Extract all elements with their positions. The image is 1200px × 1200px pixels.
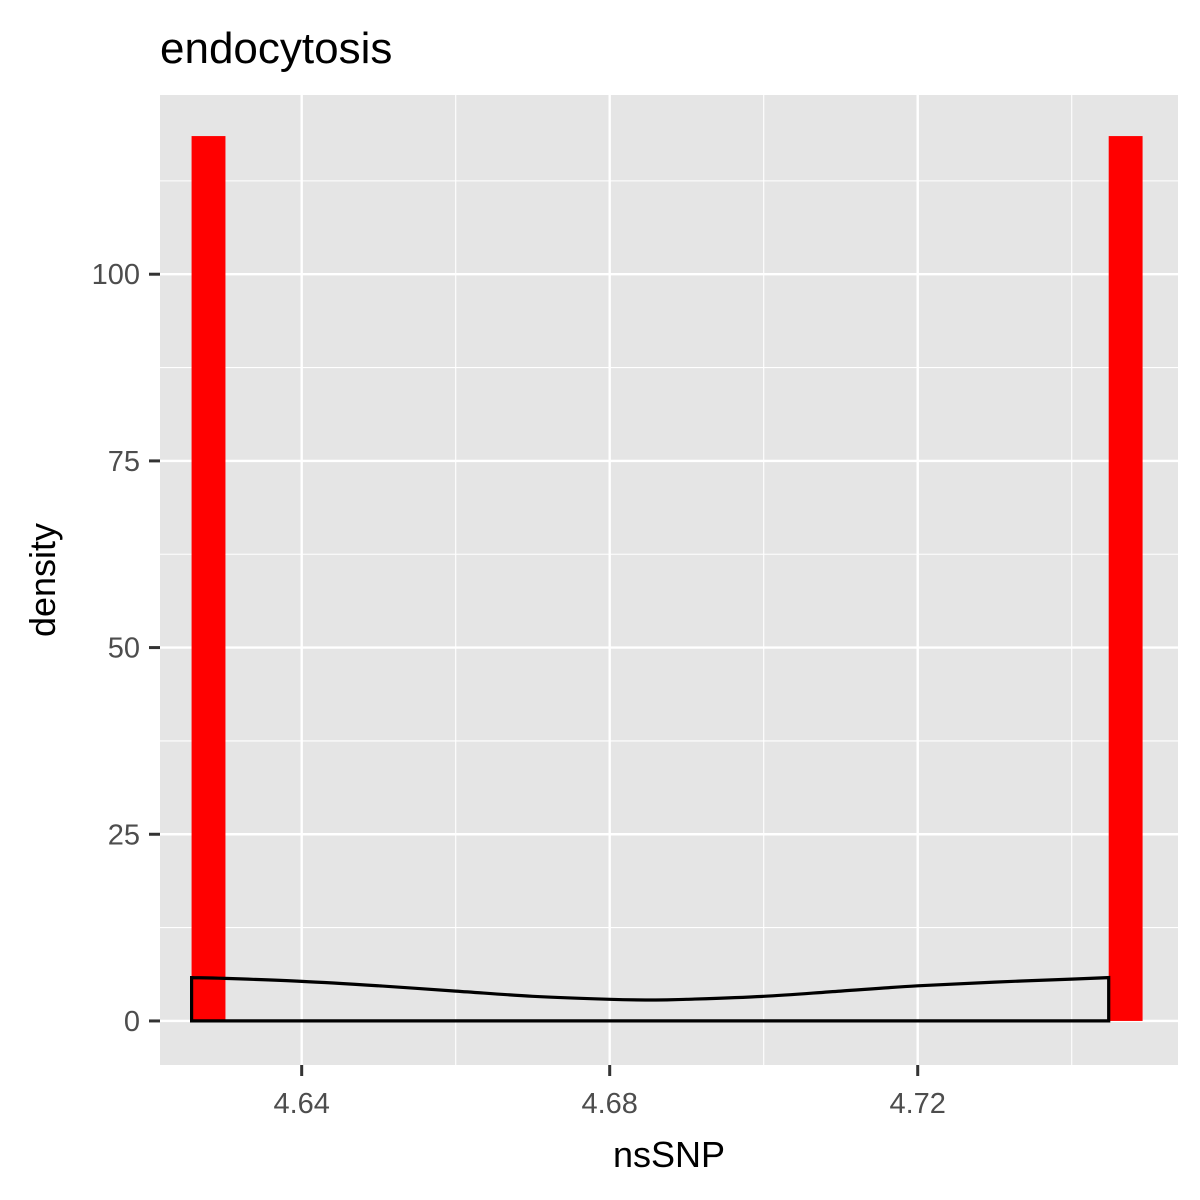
- x-axis: 4.64 4.68 4.72: [273, 1065, 946, 1120]
- y-tick-label: 25: [108, 819, 140, 851]
- chart-title: endocytosis: [160, 24, 392, 73]
- x-tick-label: 4.68: [581, 1088, 637, 1120]
- y-tick-label: 100: [92, 259, 140, 291]
- x-tick-label: 4.72: [889, 1088, 945, 1120]
- density-curve: [190, 975, 1111, 1023]
- x-axis-title: nsSNP: [613, 1134, 725, 1175]
- density-outline: [190, 975, 1111, 1023]
- y-axis: 0 25 50 75 100: [92, 259, 160, 1038]
- histogram-bars: [191, 136, 1143, 1021]
- y-tick-label: 0: [124, 1006, 140, 1038]
- y-tick-label: 50: [108, 633, 140, 665]
- histogram-bar-2: [1108, 136, 1143, 1021]
- x-tick-label: 4.64: [273, 1088, 329, 1120]
- grid-minor: [160, 95, 1178, 1065]
- y-tick-label: 75: [108, 446, 140, 478]
- plot-panel: [160, 95, 1178, 1065]
- y-axis-title: density: [22, 523, 63, 637]
- histogram-bar-1: [191, 136, 226, 1021]
